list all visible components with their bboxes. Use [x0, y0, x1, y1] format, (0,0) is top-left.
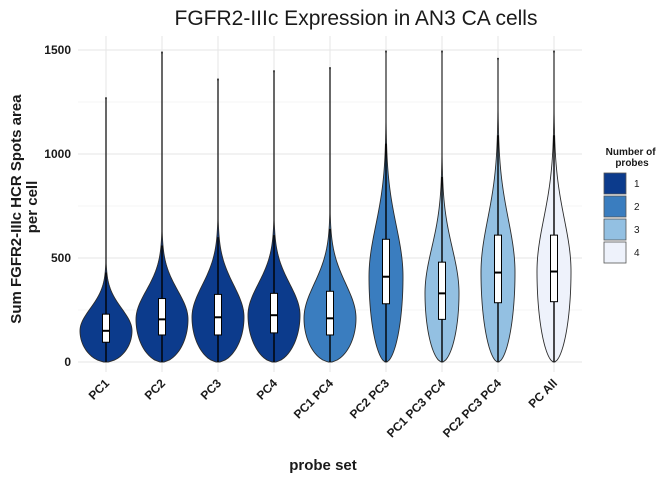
box-iqr: [270, 292, 278, 334]
chart-title: FGFR2-IIIc Expression in AN3 CA cells: [175, 7, 538, 30]
x-tick-label: PC3: [198, 376, 225, 403]
violin-shape: [191, 78, 245, 363]
y-tick-label: 0: [64, 355, 71, 369]
box-iqr: [382, 238, 390, 305]
violin-shape: [303, 67, 357, 363]
legend-key-label: 3: [634, 225, 640, 236]
legend-key-label: 1: [634, 179, 640, 190]
box-iqr: [550, 234, 558, 303]
box-iqr: [494, 234, 502, 304]
x-tick-label: PC All: [526, 376, 561, 411]
x-tick-label: PC1: [86, 376, 113, 403]
legend-key-swatch: [603, 241, 627, 264]
legend-key-swatch: [603, 195, 627, 218]
x-tick-label: PC2 PC3 PC4: [440, 376, 504, 440]
y-axis-ticks: 0 500 1000 1500: [44, 43, 71, 369]
legend-key-swatch: [603, 172, 627, 195]
box-iqr: [158, 298, 166, 336]
x-tick-label: PC1 PC4: [291, 376, 337, 422]
legend-title-line-2: probes: [615, 158, 649, 169]
y-tick-label: 500: [51, 251, 71, 265]
y-axis-title: Sum FGFR2-IIIc HCR Spots area per cell: [8, 90, 41, 323]
legend-key-label: 4: [634, 248, 640, 259]
legend-title: Number of probes: [606, 147, 659, 169]
y-axis-title-line-1: Sum FGFR2-IIIc HCR Spots area: [8, 94, 25, 324]
x-tick-label: PC1 PC3 PC4: [384, 376, 448, 440]
box-iqr: [214, 293, 222, 336]
x-tick-label: PC2: [142, 376, 169, 403]
x-tick-label: PC2 PC3: [347, 376, 393, 422]
y-tick-label: 1000: [44, 147, 71, 161]
y-tick-label: 1500: [44, 43, 71, 57]
violin-shape: [79, 97, 133, 363]
x-tick-label: PC4: [254, 376, 281, 403]
box-iqr: [102, 313, 110, 343]
box-iqr: [326, 290, 334, 336]
legend-key-label: 2: [634, 202, 640, 213]
y-axis-title-line-2: per cell: [24, 181, 41, 234]
legend-title-line-1: Number of: [606, 147, 657, 158]
legend-key-swatch: [603, 218, 627, 241]
x-axis-title: probe set: [289, 457, 357, 474]
violin-shape: [135, 51, 189, 363]
violins: [79, 50, 572, 363]
violin-shape: [247, 70, 301, 363]
legend: Number of probes 1 2 3 4: [603, 147, 659, 264]
box-iqr: [438, 261, 446, 320]
